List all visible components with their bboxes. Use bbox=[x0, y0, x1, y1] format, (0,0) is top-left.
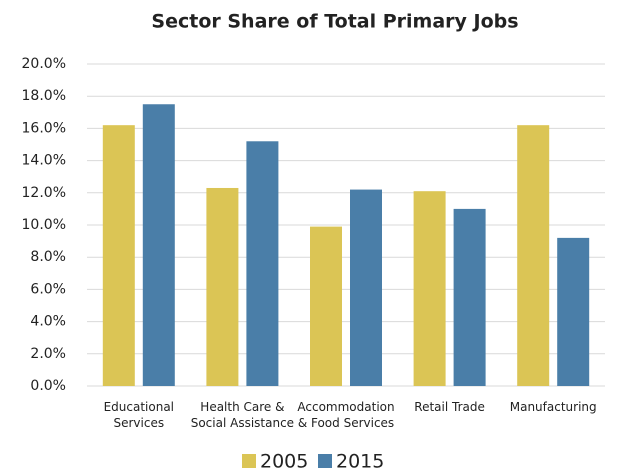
y-tick-label: 2.0% bbox=[30, 346, 66, 362]
y-tick-label: 14.0% bbox=[22, 153, 66, 169]
y-tick-label: 20.0% bbox=[22, 56, 66, 72]
y-tick-label: 8.0% bbox=[30, 249, 66, 265]
chart-title: Sector Share of Total Primary Jobs bbox=[151, 11, 518, 33]
x-tick-label-line: & Food Services bbox=[298, 416, 394, 430]
x-tick-label-line: Social Assistance bbox=[191, 416, 294, 430]
y-tick-label: 16.0% bbox=[22, 120, 66, 136]
legend-swatch bbox=[318, 454, 332, 468]
legend-label: 2005 bbox=[260, 451, 308, 472]
y-tick-label: 4.0% bbox=[30, 314, 66, 330]
x-tick-label: Health Care & Social Assistance bbox=[191, 400, 294, 430]
y-tick-label: 12.0% bbox=[22, 185, 66, 201]
x-tick-label: Accommodation & Food Services bbox=[297, 400, 394, 430]
y-tick-label: 0.0% bbox=[30, 378, 66, 394]
legend-swatch bbox=[242, 454, 256, 468]
bar bbox=[453, 208, 486, 386]
x-tick-label: Manufacturing bbox=[510, 400, 597, 414]
bar bbox=[142, 104, 175, 386]
x-tick-label-line: Retail Trade bbox=[414, 400, 485, 414]
x-tick-label-line: Accommodation bbox=[297, 400, 394, 414]
x-tick-label-line: Manufacturing bbox=[510, 400, 597, 414]
bar bbox=[517, 125, 550, 387]
x-tick-label-line: Services bbox=[113, 416, 164, 430]
bar bbox=[350, 189, 382, 386]
x-tick-label-line: Educational bbox=[104, 400, 174, 414]
bar bbox=[310, 226, 342, 386]
bar bbox=[413, 191, 446, 386]
bar bbox=[206, 187, 239, 386]
legend-label: 2015 bbox=[336, 451, 384, 472]
bar bbox=[102, 125, 135, 387]
x-tick-label-line: Health Care & bbox=[200, 400, 284, 414]
bar bbox=[557, 237, 590, 386]
y-tick-label: 18.0% bbox=[22, 88, 66, 104]
x-tick-label: Retail Trade bbox=[414, 400, 485, 414]
y-tick-label: 10.0% bbox=[22, 217, 66, 233]
bar bbox=[246, 141, 279, 386]
x-tick-label: Educational Services bbox=[104, 400, 174, 430]
y-tick-label: 6.0% bbox=[30, 281, 66, 297]
